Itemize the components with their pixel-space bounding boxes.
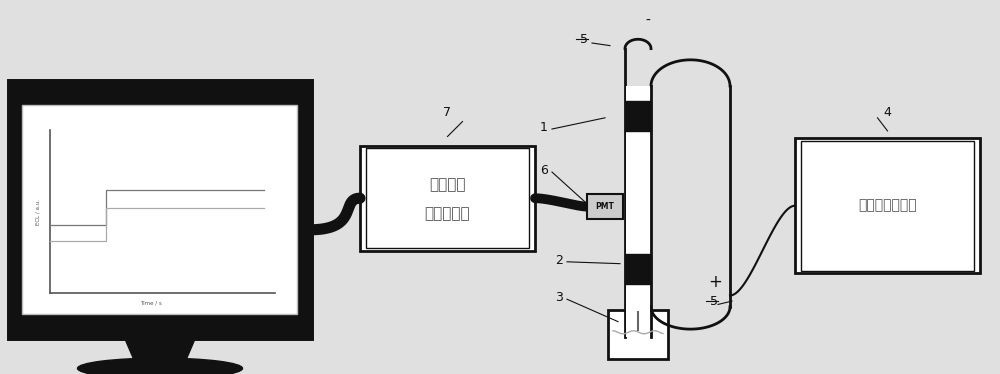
Bar bbox=[625, 101, 651, 131]
Bar bbox=[626, 86, 650, 337]
Bar bbox=[795, 138, 980, 273]
Text: 3: 3 bbox=[555, 291, 563, 304]
Text: Time / s: Time / s bbox=[140, 300, 162, 305]
Ellipse shape bbox=[78, 358, 242, 374]
Text: 和处理单元: 和处理单元 bbox=[425, 206, 470, 221]
Polygon shape bbox=[124, 337, 196, 365]
Text: 6: 6 bbox=[540, 164, 548, 177]
Bar bbox=[10, 82, 310, 337]
Bar bbox=[608, 310, 668, 359]
Bar bbox=[625, 254, 651, 284]
Text: PMT: PMT bbox=[596, 202, 614, 211]
Bar bbox=[366, 148, 529, 248]
Text: ECL / a.u.: ECL / a.u. bbox=[35, 199, 40, 224]
Text: +: + bbox=[708, 273, 722, 291]
Bar bbox=[22, 105, 297, 314]
Bar bbox=[801, 141, 974, 271]
Text: -: - bbox=[646, 13, 650, 28]
Text: 5: 5 bbox=[580, 33, 588, 46]
Text: 5: 5 bbox=[710, 295, 718, 308]
Text: 7: 7 bbox=[444, 106, 452, 119]
Bar bbox=[360, 146, 535, 251]
Text: 1: 1 bbox=[540, 121, 548, 134]
Text: 4: 4 bbox=[884, 106, 891, 119]
Text: 信号放大: 信号放大 bbox=[429, 177, 466, 192]
Bar bbox=[587, 194, 623, 219]
Text: 电信号施加单元: 电信号施加单元 bbox=[858, 199, 917, 213]
Text: 2: 2 bbox=[555, 254, 563, 267]
